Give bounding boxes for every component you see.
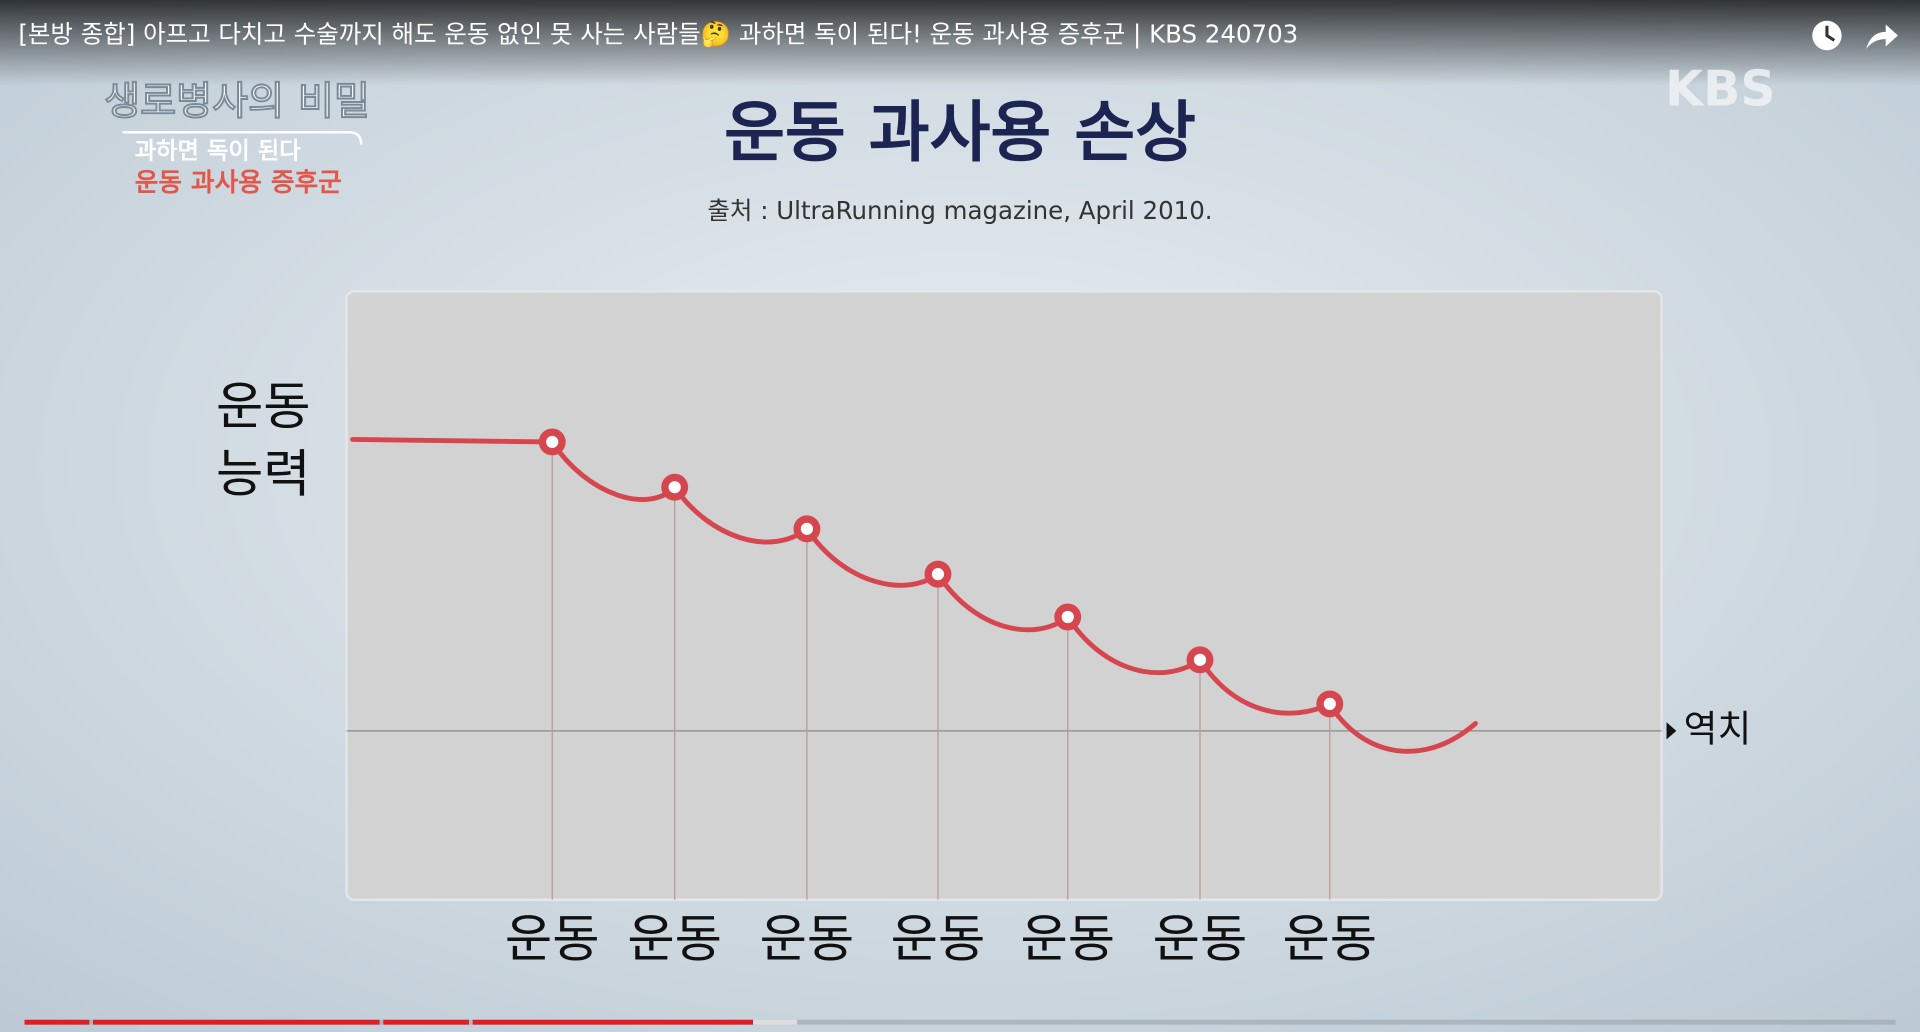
workout-point-center: [931, 568, 945, 581]
x-label: 운동: [627, 910, 722, 970]
share-icon[interactable]: [1866, 24, 1898, 49]
workout-points: [538, 428, 1344, 718]
x-labels: 운동 운동 운동 운동 운동 운동 운동: [505, 910, 1377, 970]
watch-later-icon[interactable]: [1812, 20, 1842, 51]
logo-frame: [122, 130, 363, 145]
x-label: 운동: [1020, 910, 1115, 970]
video-title[interactable]: [본방 종합] 아프고 다치고 수술까지 해도 운동 없인 못 사는 사람들🤔 …: [18, 20, 1298, 49]
y-axis-label: 능력: [216, 444, 311, 504]
drop-lines: [551, 441, 1331, 900]
workout-point-center: [1061, 610, 1074, 624]
workout-point-center: [1193, 653, 1207, 666]
program-subtitle-highlight: 운동 과사용 증후군: [135, 168, 342, 198]
x-label: 운동: [1153, 910, 1248, 970]
y-axis-label: 운동: [216, 377, 311, 437]
slide-title: 운동 과사용 손상: [724, 94, 1196, 171]
program-logo: 생로병사의 비밀: [104, 80, 370, 125]
x-label: 운동: [760, 910, 855, 970]
progress-bar[interactable]: [24, 1019, 1896, 1025]
workout-point-center: [1323, 697, 1336, 711]
threshold-arrow: [1666, 722, 1677, 740]
performance-curve: [350, 437, 1478, 754]
workout-point-center: [668, 481, 681, 494]
workout-point-center: [546, 435, 559, 449]
x-label: 운동: [1282, 910, 1377, 970]
top-bar: [0, 0, 1920, 86]
workout-point-center: [800, 522, 814, 535]
threshold-label: 역치: [1684, 707, 1752, 750]
diagram-panel: [345, 290, 1663, 902]
broadcaster-logo: KBS: [1665, 60, 1776, 117]
slide-source: 출처 : UltraRunning magazine, April 2010.: [707, 196, 1212, 225]
x-label: 운동: [891, 910, 986, 970]
x-label: 운동: [505, 910, 600, 970]
program-subtitle: 과하면 독이 된다: [135, 137, 302, 164]
